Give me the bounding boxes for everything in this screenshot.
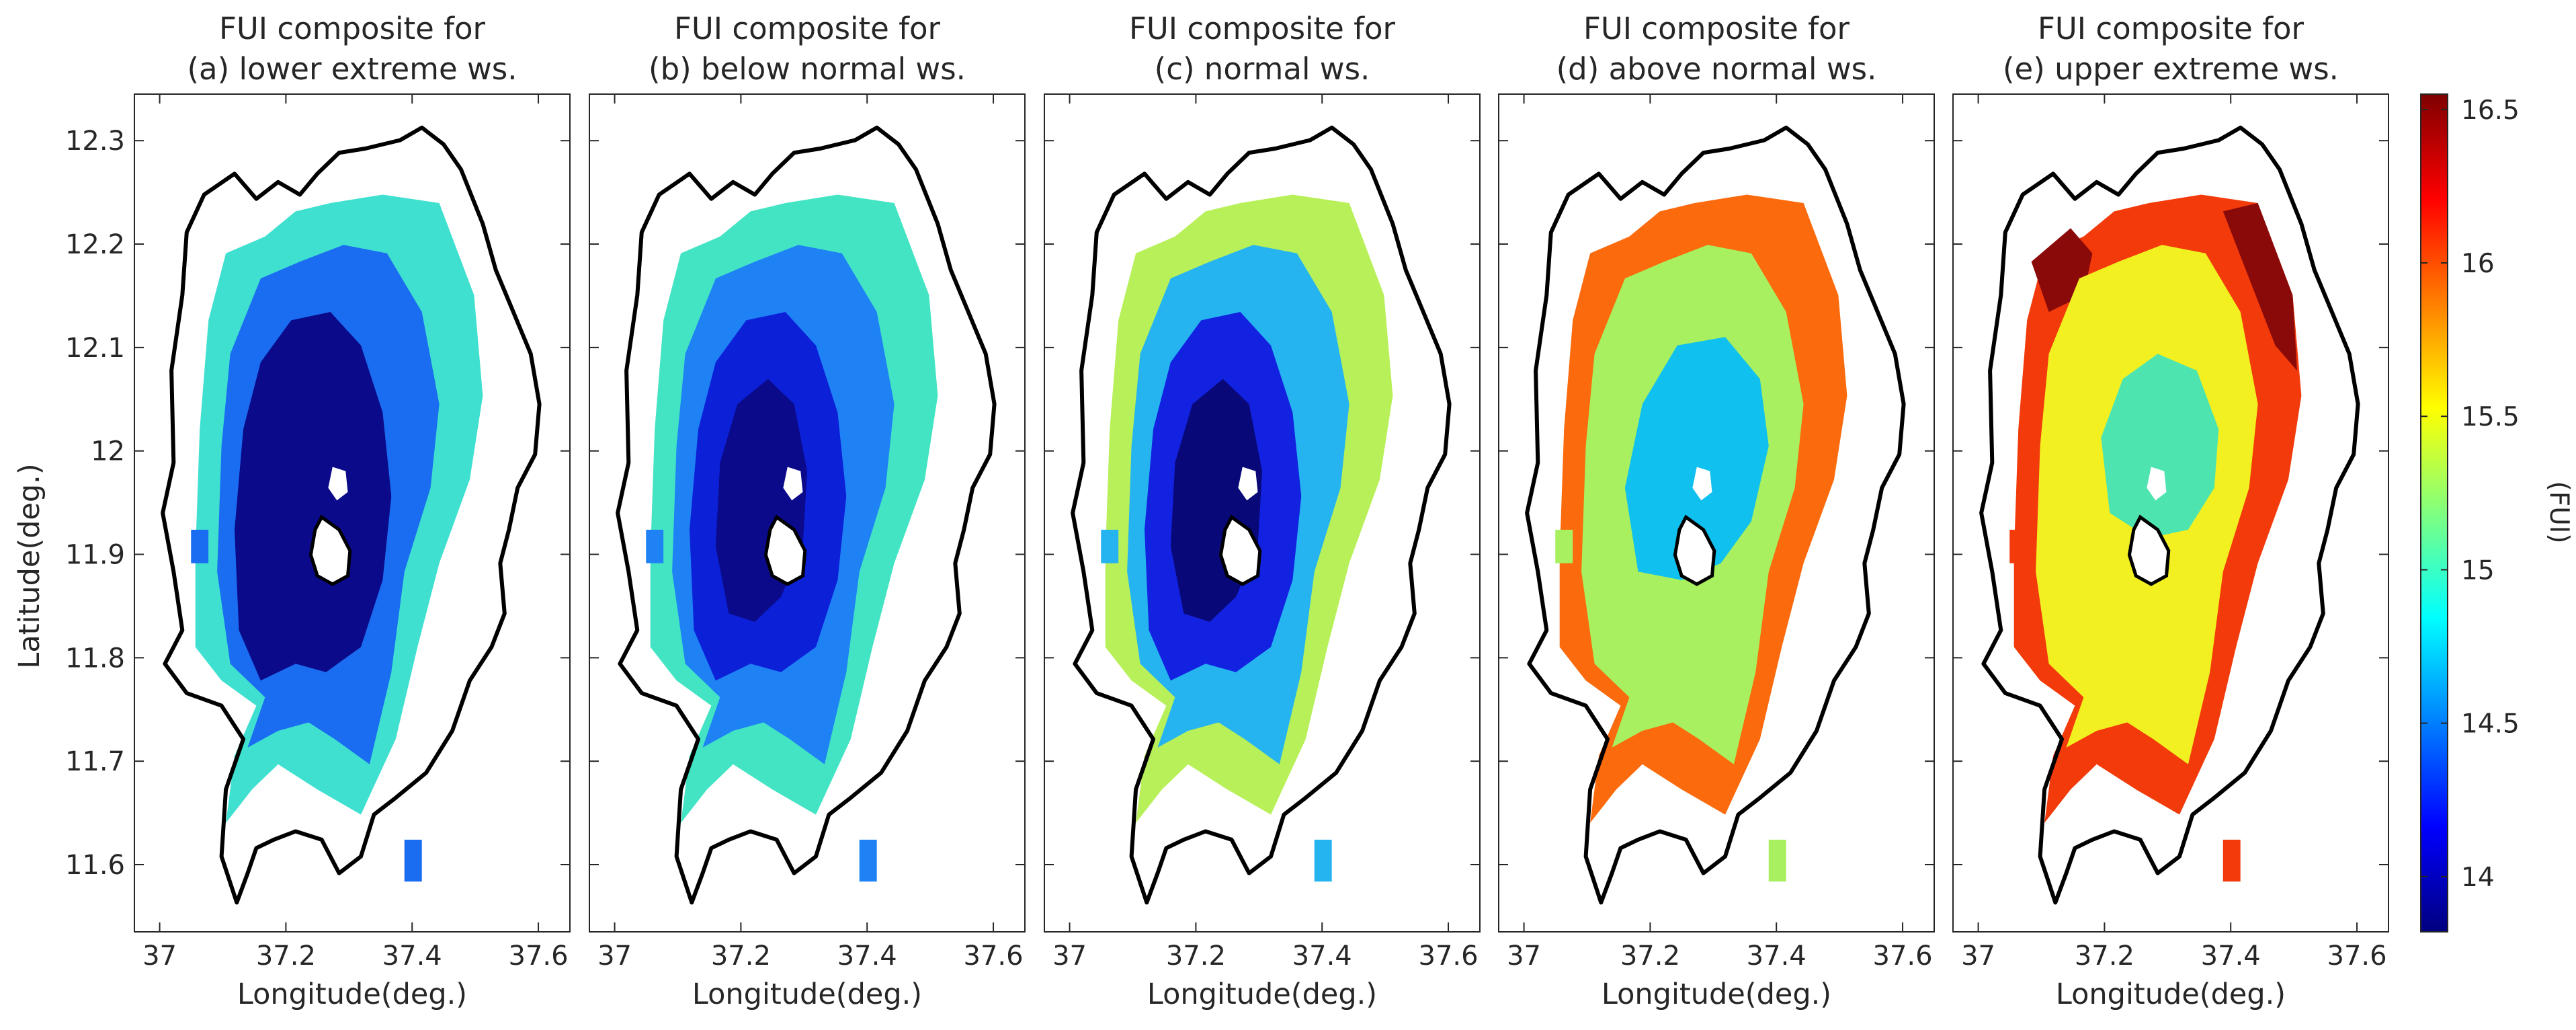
colorbar-tick-label: 15 bbox=[2461, 555, 2495, 586]
x-tick-label: 37.2 bbox=[2075, 941, 2134, 972]
map-panel: 37 37.2 37.4 37.6 FUI composite for (d) above… bbox=[1498, 11, 1935, 1011]
fui-patch bbox=[2222, 839, 2241, 882]
fui-patch bbox=[2009, 529, 2028, 563]
island-small bbox=[1692, 467, 1712, 501]
panel-title-line2: (c) normal ws. bbox=[1155, 51, 1370, 87]
panel-title-line2: (d) above normal ws. bbox=[1556, 51, 1877, 87]
x-axis-label: Longitude(deg.) bbox=[1147, 978, 1377, 1011]
panel-title-line1: FUI composite for bbox=[219, 11, 486, 46]
fui-zone bbox=[1624, 337, 1769, 580]
x-tick-label: 37 bbox=[1961, 941, 1995, 972]
fui-zone bbox=[2222, 203, 2297, 371]
x-tick-label: 37.6 bbox=[2327, 941, 2387, 972]
x-tick-label: 37.4 bbox=[1292, 941, 1352, 972]
axes-box bbox=[589, 93, 1026, 933]
colorbar-tick-label: 16.5 bbox=[2461, 95, 2520, 126]
colorbar-gradient bbox=[2420, 93, 2448, 933]
x-tick-label: 37.2 bbox=[1166, 941, 1226, 972]
x-tick-label: 37.6 bbox=[1419, 941, 1479, 972]
lake-outline bbox=[1071, 125, 1452, 905]
island bbox=[308, 514, 352, 586]
x-tick-label: 37.2 bbox=[711, 941, 771, 972]
lake-outline bbox=[616, 125, 997, 905]
y-tick-label: 12.1 bbox=[65, 333, 125, 364]
y-tick-label: 11.7 bbox=[65, 746, 125, 777]
fui-patch bbox=[1314, 839, 1332, 882]
x-tick-label: 37.2 bbox=[256, 941, 316, 972]
panel-title-line1: FUI composite for bbox=[2038, 11, 2304, 46]
panel-title-line2: (e) upper extreme ws. bbox=[2003, 51, 2339, 87]
x-tick-label: 37.4 bbox=[1747, 941, 1806, 972]
x-axis-label: Longitude(deg.) bbox=[1602, 978, 1831, 1011]
x-tick-label: 37.4 bbox=[382, 941, 442, 972]
colorbar-label: (FUI) bbox=[2544, 481, 2574, 544]
fui-patch bbox=[646, 529, 664, 563]
axes-box bbox=[1498, 93, 1935, 933]
colorbar-tick-label: 15.5 bbox=[2461, 402, 2520, 432]
fui-patch bbox=[859, 839, 877, 882]
x-axis-label: Longitude(deg.) bbox=[2056, 978, 2286, 1011]
island-small bbox=[783, 467, 803, 501]
y-tick-label: 12.3 bbox=[65, 126, 125, 157]
panel-title-line1: FUI composite for bbox=[1583, 11, 1850, 46]
panel-title-line2: (b) below normal ws. bbox=[649, 51, 966, 87]
map-panel: 37 37.2 37.4 37.6 11.6 11.7 11.8 11.9 12 12.1 12.2… bbox=[65, 11, 571, 1011]
x-tick-label: 37.6 bbox=[509, 941, 569, 972]
colorbar-tick-label: 14 bbox=[2461, 863, 2495, 893]
lake-outline bbox=[1525, 125, 1906, 905]
fui-zone bbox=[2101, 354, 2219, 539]
axes-box bbox=[1044, 93, 1481, 933]
colorbar-tick-label: 16 bbox=[2461, 249, 2495, 279]
x-tick-label: 37.6 bbox=[1873, 941, 1933, 972]
y-tick-label: 12 bbox=[91, 436, 125, 467]
x-tick-label: 37 bbox=[1052, 941, 1087, 972]
lake-outline bbox=[1979, 125, 2360, 905]
fui-patch bbox=[191, 529, 209, 563]
y-tick-label: 11.8 bbox=[65, 643, 125, 674]
fui-patch bbox=[1101, 529, 1119, 563]
x-tick-label: 37.6 bbox=[964, 941, 1024, 972]
y-tick-label: 12.2 bbox=[65, 229, 125, 260]
panel-title-line1: FUI composite for bbox=[674, 11, 941, 46]
island-small bbox=[2147, 467, 2167, 501]
fui-patch bbox=[1768, 839, 1786, 882]
x-axis-label: Longitude(deg.) bbox=[692, 978, 922, 1011]
x-axis-label: Longitude(deg.) bbox=[237, 978, 467, 1011]
island bbox=[2127, 514, 2171, 586]
x-tick-label: 37 bbox=[142, 941, 177, 972]
axes-box bbox=[134, 93, 571, 933]
x-tick-label: 37.4 bbox=[837, 941, 897, 972]
colorbar-tick-label: 14.5 bbox=[2461, 709, 2520, 740]
island-small bbox=[1238, 467, 1258, 501]
island bbox=[1673, 514, 1716, 586]
y-axis-label: Latitude(deg.) bbox=[13, 463, 46, 668]
island-small bbox=[328, 467, 348, 501]
colorbar: 14 14.5 15 15.5 16 16.5 (FUI) bbox=[2420, 93, 2574, 933]
y-tick-label: 11.6 bbox=[65, 850, 125, 881]
x-tick-label: 37 bbox=[597, 941, 632, 972]
fui-zone bbox=[235, 312, 392, 681]
panel-title-line2: (a) lower extreme ws. bbox=[187, 51, 517, 87]
fui-patch bbox=[404, 839, 422, 882]
map-panel: 37 37.2 37.4 37.6 FUI composite for (b) below… bbox=[589, 11, 1026, 1011]
x-tick-label: 37.2 bbox=[1620, 941, 1680, 972]
axes-box bbox=[1952, 93, 2389, 933]
panel-title-line1: FUI composite for bbox=[1129, 11, 1396, 46]
map-panels: 37 37.2 37.4 37.6 11.6 11.7 11.8 11.9 12 12.1 12.2… bbox=[65, 11, 2389, 1011]
fui-patch bbox=[1555, 529, 1573, 563]
map-panel: 37 37.2 37.4 37.6 FUI composite for (e) upper… bbox=[1952, 11, 2389, 1011]
x-tick-label: 37.4 bbox=[2201, 941, 2261, 972]
x-tick-label: 37 bbox=[1507, 941, 1541, 972]
lake-outline bbox=[161, 125, 542, 905]
y-tick-label: 11.9 bbox=[65, 540, 125, 571]
colorbar-ticks: 14 14.5 15 15.5 16 16.5 bbox=[2421, 95, 2520, 893]
island bbox=[763, 514, 807, 586]
map-panel: 37 37.2 37.4 37.6 FUI composite for (c) norma… bbox=[1044, 11, 1481, 1011]
island bbox=[1218, 514, 1262, 586]
